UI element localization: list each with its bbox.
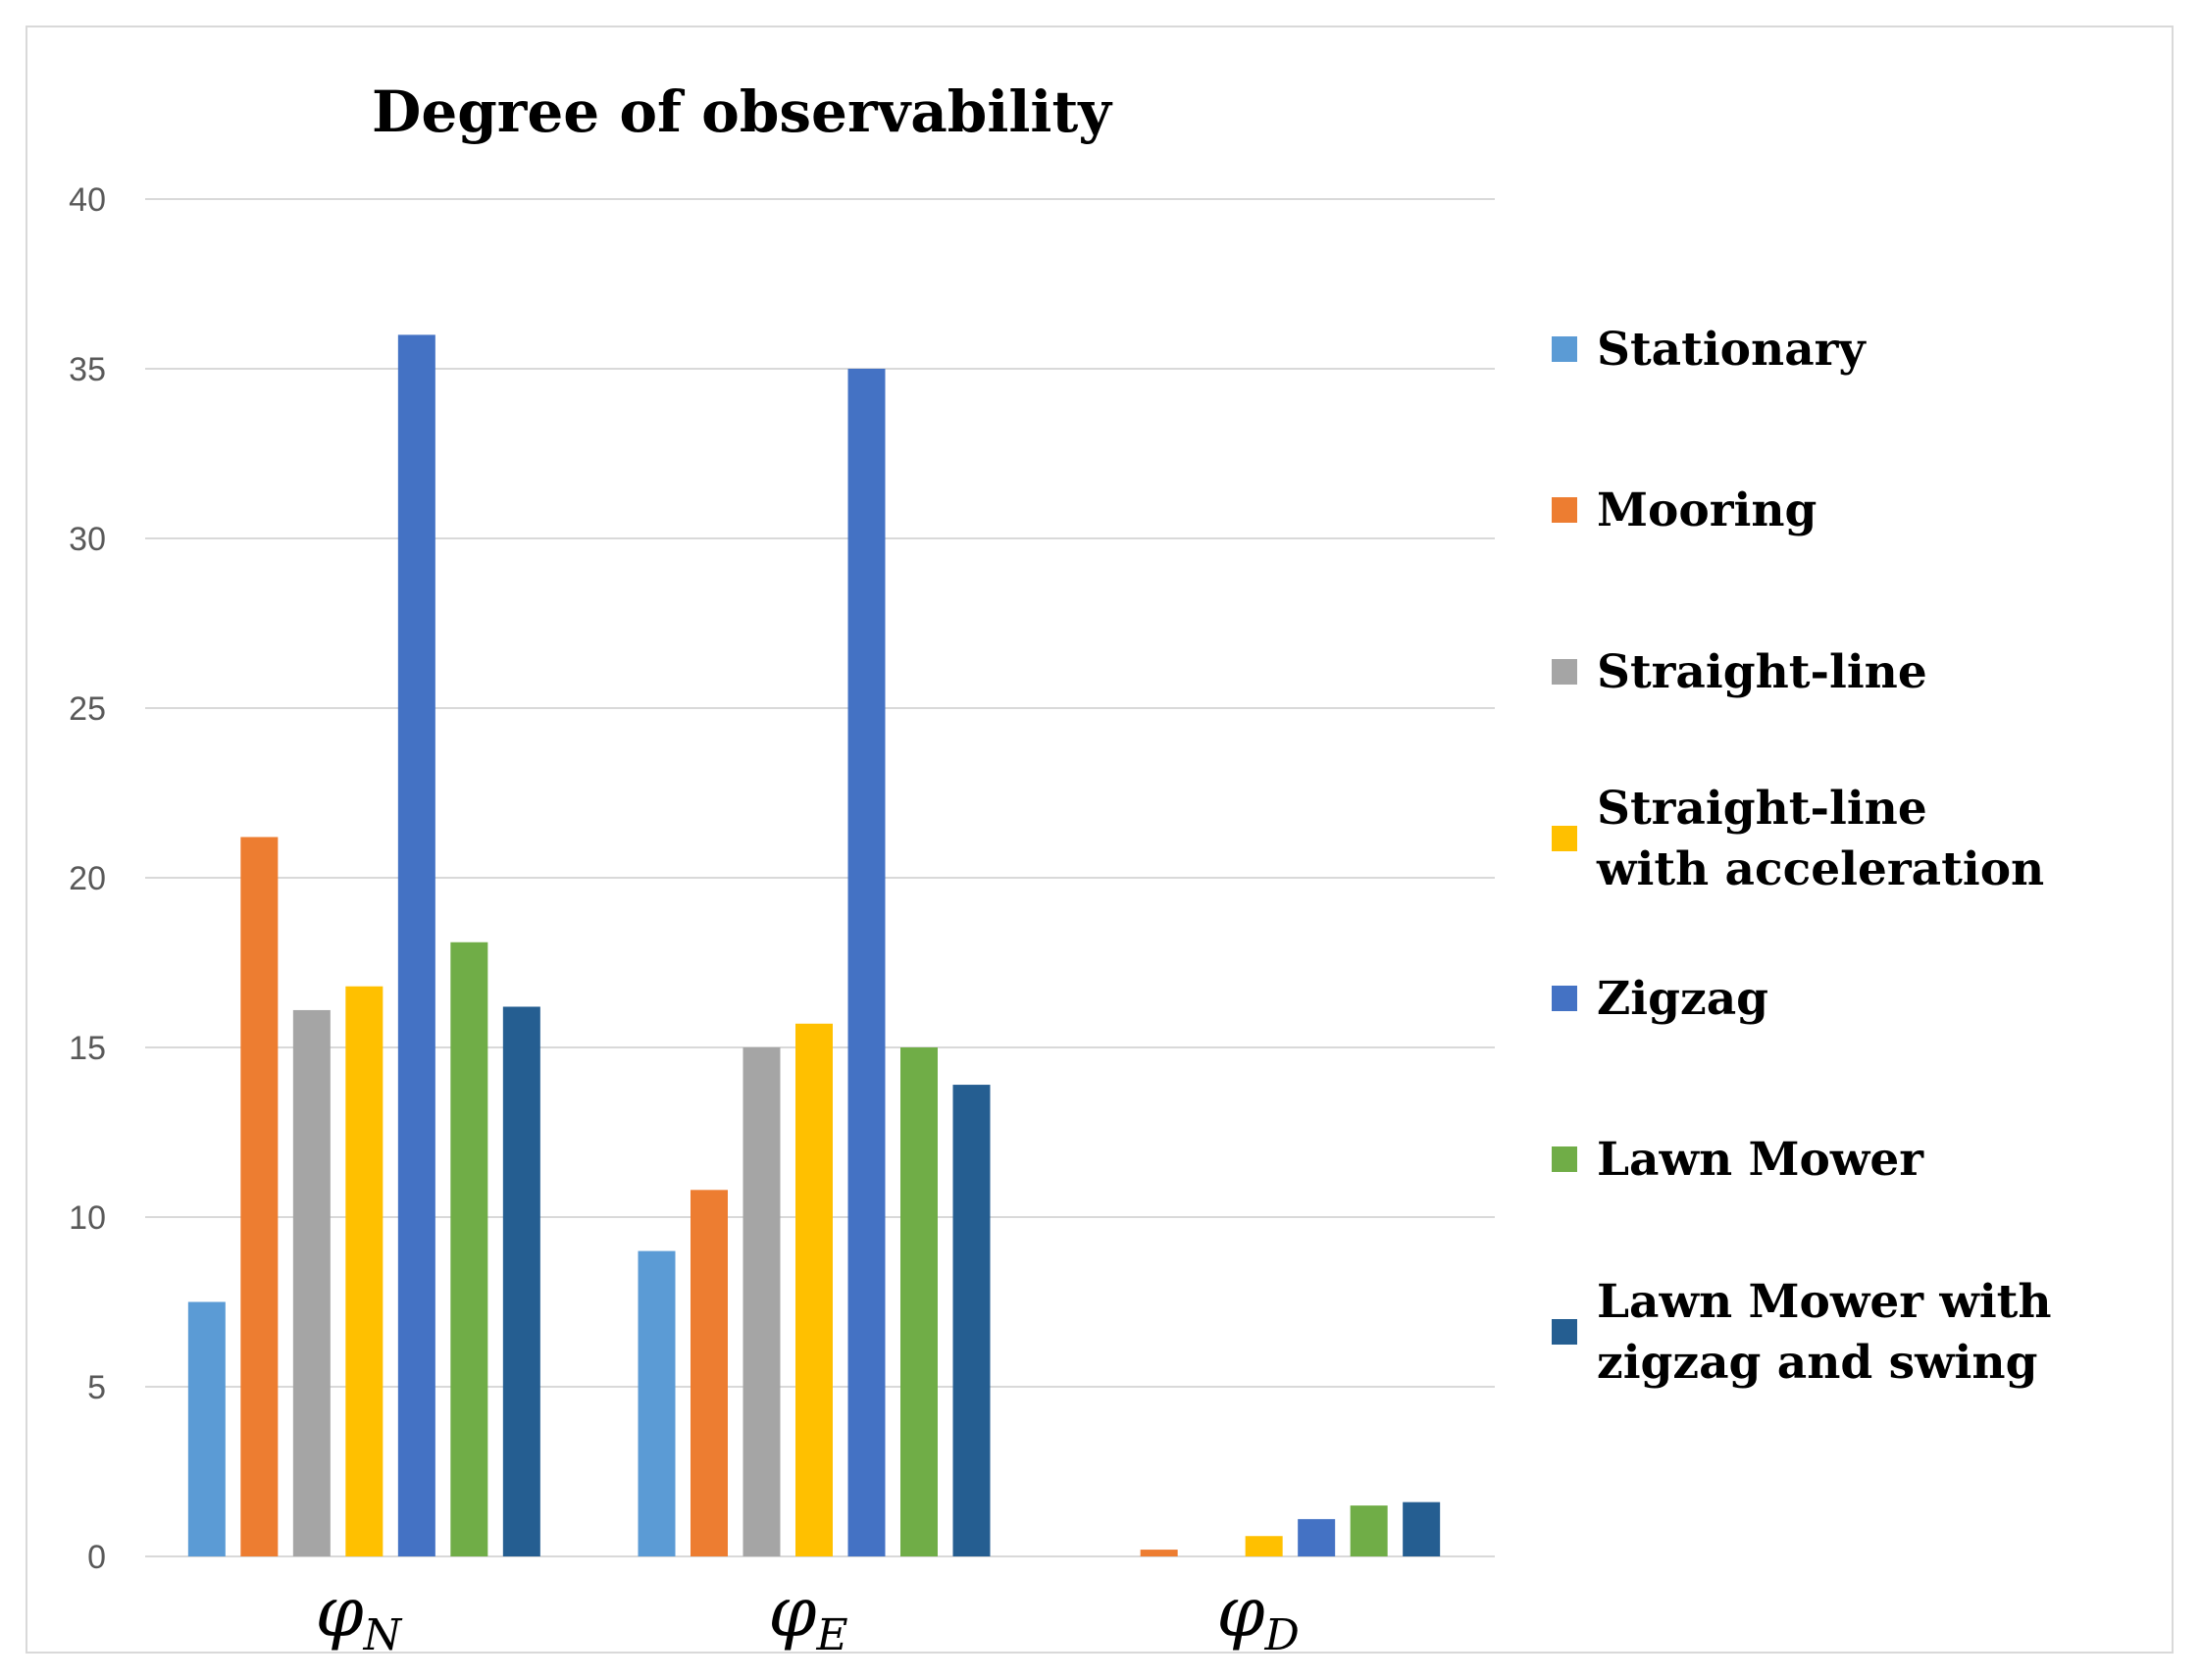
legend-swatch: [1552, 826, 1577, 851]
chart-frame: Degree of observability 0 5 10 15 20 25 30 35 40…: [26, 25, 2174, 1654]
bar-straight-line-with-acceleration-0: [345, 986, 384, 1556]
bar-lawn-mower-with-zigzag-and-swing-2: [1403, 1502, 1441, 1556]
bar-lawn-mower-with-zigzag-and-swing-1: [952, 1085, 991, 1556]
legend-label: with acceleration: [1596, 842, 2044, 896]
x-category-subscript: E: [815, 1610, 847, 1652]
x-axis-labels: φN φE φD: [316, 1572, 1300, 1652]
x-category-symbol: φ: [1217, 1572, 1265, 1652]
legend: Stationary Mooring Straight-line Straight-l…: [1552, 323, 2052, 1390]
legend-swatch: [1552, 497, 1577, 523]
y-tick-label: 5: [87, 1369, 106, 1406]
legend-label: Zigzag: [1597, 972, 1768, 1026]
bars: [187, 334, 1441, 1556]
legend-swatch: [1552, 986, 1577, 1011]
bar-lawn-mower-2: [1350, 1505, 1388, 1556]
bar-straight-line-with-acceleration-2: [1245, 1536, 1283, 1556]
y-tick-label: 40: [69, 181, 106, 219]
bar-zigzag-0: [397, 334, 435, 1556]
legend-swatch: [1552, 1146, 1577, 1172]
y-axis-ticks: 0 5 10 15 20 25 30 35 40: [69, 181, 106, 1576]
bar-straight-line-0: [292, 1009, 331, 1556]
y-tick-label: 25: [69, 690, 106, 728]
bar-lawn-mower-0: [450, 942, 488, 1556]
bar-mooring-0: [240, 837, 279, 1556]
x-category-subscript: N: [363, 1610, 403, 1652]
x-category-label: φD: [1217, 1572, 1300, 1652]
bar-chart: Degree of observability 0 5 10 15 20 25 30 35 40…: [69, 78, 2052, 1652]
x-category-label: φE: [768, 1572, 847, 1652]
bar-stationary-1: [638, 1250, 676, 1556]
bar-lawn-mower-1: [900, 1047, 938, 1556]
y-tick-label: 10: [69, 1199, 106, 1237]
bar-zigzag-1: [847, 369, 886, 1556]
legend-label: Stationary: [1597, 323, 1867, 377]
legend-swatch: [1552, 336, 1577, 362]
legend-label: Straight-line: [1597, 645, 1927, 699]
bar-stationary-0: [187, 1301, 226, 1556]
bar-straight-line-1: [742, 1047, 781, 1556]
legend-label: Lawn Mower with: [1597, 1275, 2052, 1329]
legend-swatch: [1552, 1319, 1577, 1345]
legend-label: zigzag and swing: [1597, 1336, 2037, 1390]
chart-title: Degree of observability: [372, 78, 1113, 145]
bar-lawn-mower-with-zigzag-and-swing-0: [502, 1006, 540, 1556]
y-tick-label: 15: [69, 1030, 106, 1067]
y-tick-label: 20: [69, 860, 106, 897]
bar-straight-line-with-acceleration-1: [795, 1023, 833, 1556]
bar-zigzag-2: [1298, 1518, 1336, 1556]
legend-label: Mooring: [1597, 484, 1817, 537]
x-category-symbol: φ: [316, 1572, 364, 1652]
bar-mooring-2: [1140, 1550, 1178, 1556]
x-category-label: φN: [316, 1572, 403, 1652]
y-tick-label: 30: [69, 521, 106, 558]
x-category-symbol: φ: [768, 1572, 816, 1652]
y-tick-label: 35: [69, 351, 106, 388]
bar-mooring-1: [691, 1190, 728, 1556]
legend-label: Straight-line: [1597, 782, 1927, 836]
legend-label: Lawn Mower: [1597, 1133, 1924, 1187]
y-tick-label: 0: [87, 1539, 106, 1576]
x-category-subscript: D: [1264, 1610, 1300, 1652]
legend-swatch: [1552, 659, 1577, 685]
